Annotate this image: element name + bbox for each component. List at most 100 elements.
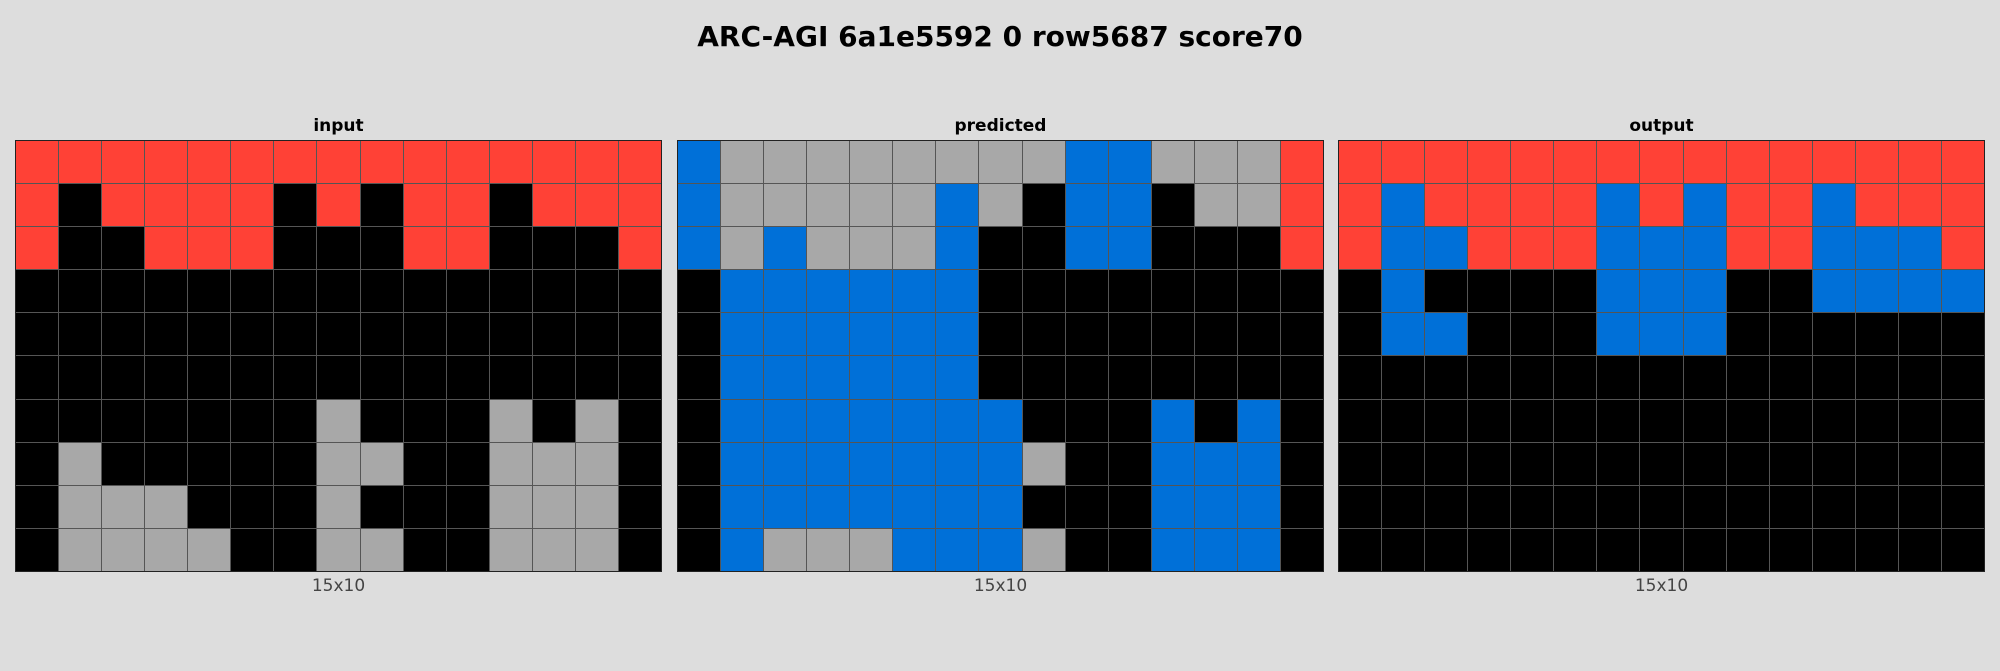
grid-cell [1382,227,1425,270]
grid-cell [1726,399,1769,442]
grid-cell [893,184,936,227]
grid-cell [102,141,145,184]
grid-cell [188,528,231,571]
grid-cell [360,141,403,184]
grid-cell [446,356,489,399]
grid-cell [274,141,317,184]
grid-cell [1468,184,1511,227]
grid-size-caption: 15x10 [973,576,1028,596]
grid-cell [489,227,532,270]
grid-cell [850,442,893,485]
grid-cell [1280,313,1323,356]
grid-cell [1065,270,1108,313]
grid-cell [575,184,618,227]
grid-cell [1812,270,1855,313]
grid-cell [274,399,317,442]
grid-cell [1898,356,1941,399]
grid-cell [188,485,231,528]
grid-cell [360,399,403,442]
grid-cell [979,184,1022,227]
grid-cell [1769,227,1812,270]
grid-cell [1237,528,1280,571]
grid-cell [1640,227,1683,270]
grid-cell [850,485,893,528]
grid-cell [1640,184,1683,227]
grid-cell [1855,528,1898,571]
grid-cell [1280,528,1323,571]
grid-cell [231,442,274,485]
grid-cell [1511,270,1554,313]
grid-cell [1194,399,1237,442]
grid-cell [532,227,575,270]
grid-cell [1511,313,1554,356]
grid-cell [678,313,721,356]
grid-cell [1554,399,1597,442]
predicted-grid [677,140,1324,572]
grid-cell [274,184,317,227]
grid-cell [360,485,403,528]
grid-cell [1769,399,1812,442]
grid-cell [979,442,1022,485]
grid-cell [1237,313,1280,356]
grid-cell [274,356,317,399]
grid-cell [360,442,403,485]
grid-cell [317,442,360,485]
output-panel: output 15x10 [1338,116,1985,596]
grid-cell [1554,184,1597,227]
grid-cell [1425,485,1468,528]
grid-cell [1726,270,1769,313]
grid-cell [678,356,721,399]
grid-cell [1425,313,1468,356]
grid-cell [1339,227,1382,270]
grid-cell [1108,485,1151,528]
grid-cell [1022,313,1065,356]
grid-cell [1683,485,1726,528]
grid-cell [145,399,188,442]
grid-cell [59,442,102,485]
grid-cell [1855,485,1898,528]
grid-cell [489,485,532,528]
grid-cell [979,528,1022,571]
grid-cell [274,313,317,356]
grid-cell [1554,313,1597,356]
grid-cell [1898,313,1941,356]
grid-cell [1726,442,1769,485]
grid-cell [231,227,274,270]
grid-cell [1339,485,1382,528]
grid-cell [850,141,893,184]
grid-cell [1511,227,1554,270]
grid-cell [807,485,850,528]
grid-cell [1597,184,1640,227]
grid-cell [1726,313,1769,356]
grid-cell [1151,270,1194,313]
grid-cell [1382,184,1425,227]
grid-cell [1855,270,1898,313]
grid-cell [678,227,721,270]
grid-cell [16,313,59,356]
grid-cell [102,270,145,313]
grid-cell [102,485,145,528]
grid-cell [1726,184,1769,227]
grid-cell [721,528,764,571]
grid-cell [1425,356,1468,399]
grid-cell [1597,313,1640,356]
grid-cell [188,141,231,184]
grid-cell [16,356,59,399]
grid-cell [721,184,764,227]
grid-cell [1597,141,1640,184]
grid-cell [764,184,807,227]
grid-cell [807,356,850,399]
grid-cell [575,399,618,442]
grid-cell [1941,141,1984,184]
grid-cell [1855,442,1898,485]
grid-cell [1468,141,1511,184]
grid-cell [1065,227,1108,270]
grid-cell [145,442,188,485]
grid-cell [764,141,807,184]
grid-cell [1812,313,1855,356]
grid-cell [618,356,661,399]
grid-cell [16,442,59,485]
grid-cell [979,356,1022,399]
grid-cell [1812,399,1855,442]
grid-cell [489,184,532,227]
